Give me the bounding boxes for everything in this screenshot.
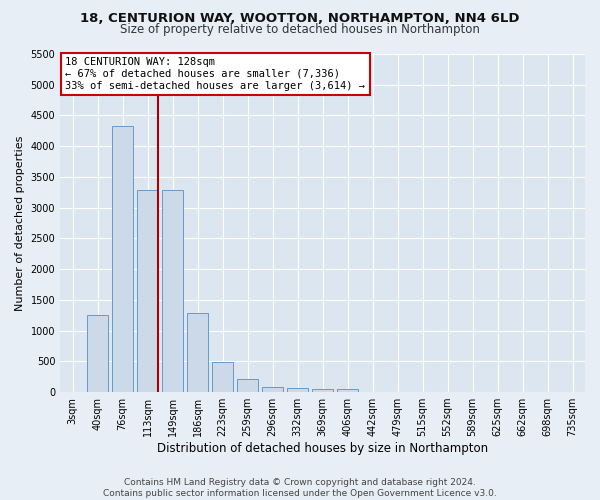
Text: 18 CENTURION WAY: 128sqm
← 67% of detached houses are smaller (7,336)
33% of sem: 18 CENTURION WAY: 128sqm ← 67% of detach… bbox=[65, 58, 365, 90]
Text: 18, CENTURION WAY, WOOTTON, NORTHAMPTON, NN4 6LD: 18, CENTURION WAY, WOOTTON, NORTHAMPTON,… bbox=[80, 12, 520, 26]
Bar bbox=[112, 126, 133, 392]
Bar bbox=[137, 190, 158, 392]
Bar bbox=[312, 388, 333, 392]
Bar bbox=[262, 386, 283, 392]
Bar bbox=[287, 388, 308, 392]
Text: Size of property relative to detached houses in Northampton: Size of property relative to detached ho… bbox=[120, 22, 480, 36]
X-axis label: Distribution of detached houses by size in Northampton: Distribution of detached houses by size … bbox=[157, 442, 488, 455]
Bar bbox=[237, 379, 258, 392]
Bar bbox=[87, 314, 108, 392]
Y-axis label: Number of detached properties: Number of detached properties bbox=[15, 136, 25, 310]
Bar bbox=[212, 362, 233, 392]
Text: Contains HM Land Registry data © Crown copyright and database right 2024.
Contai: Contains HM Land Registry data © Crown c… bbox=[103, 478, 497, 498]
Bar bbox=[162, 190, 183, 392]
Bar bbox=[187, 314, 208, 392]
Bar bbox=[337, 389, 358, 392]
